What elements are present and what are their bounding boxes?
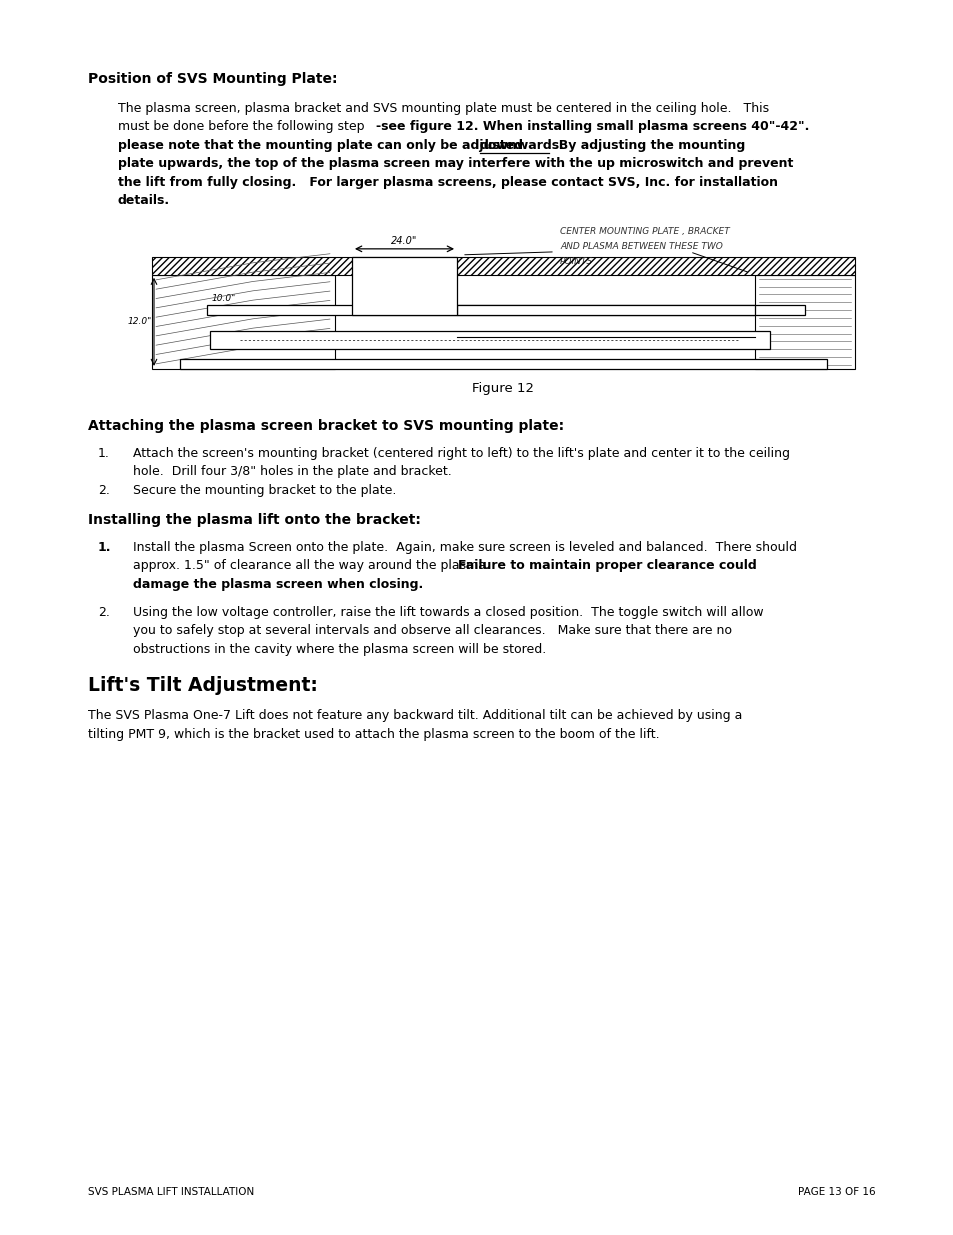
Text: hole.  Drill four 3/8" holes in the plate and bracket.: hole. Drill four 3/8" holes in the plate…	[132, 466, 452, 478]
Text: Attaching the plasma screen bracket to SVS mounting plate:: Attaching the plasma screen bracket to S…	[88, 419, 563, 432]
Bar	[754, 275, 854, 369]
Text: the lift from fully closing.   For larger plasma screens, please contact SVS, In: the lift from fully closing. For larger …	[118, 175, 778, 189]
Text: AND PLASMA BETWEEN THESE TWO: AND PLASMA BETWEEN THESE TWO	[559, 242, 722, 251]
Text: The SVS Plasma One-7 Lift does not feature any backward tilt. Additional tilt ca: The SVS Plasma One-7 Lift does not featu…	[88, 709, 741, 722]
Text: 24.0": 24.0"	[391, 236, 417, 246]
Text: POINTS: POINTS	[559, 257, 593, 266]
Text: please note that the mounting plate can only be adjusted: please note that the mounting plate can …	[118, 138, 527, 152]
Text: you to safely stop at several intervals and observe all clearances.   Make sure : you to safely stop at several intervals …	[132, 624, 731, 637]
Text: plate upwards, the top of the plasma screen may interfere with the up microswitc: plate upwards, the top of the plasma scr…	[118, 157, 793, 170]
Bar	[207, 305, 804, 315]
Text: details.: details.	[118, 194, 170, 207]
Text: 12.0": 12.0"	[128, 317, 152, 326]
Text: Install the plasma Screen onto the plate.  Again, make sure screen is leveled an: Install the plasma Screen onto the plate…	[132, 541, 796, 555]
Text: Attach the screen's mounting bracket (centered right to left) to the lift's plat: Attach the screen's mounting bracket (ce…	[132, 447, 789, 459]
Text: tilting PMT 9, which is the bracket used to attach the plasma screen to the boom: tilting PMT 9, which is the bracket used…	[88, 727, 659, 741]
Text: Secure the mounting bracket to the plate.: Secure the mounting bracket to the plate…	[132, 484, 395, 496]
Text: -see figure 12. When installing small plasma screens 40"-42".: -see figure 12. When installing small pl…	[375, 120, 808, 133]
Text: downwards.: downwards.	[479, 138, 564, 152]
Text: PAGE 13 OF 16: PAGE 13 OF 16	[798, 1187, 875, 1197]
Text: Figure 12: Figure 12	[472, 382, 534, 395]
Text: SVS PLASMA LIFT INSTALLATION: SVS PLASMA LIFT INSTALLATION	[88, 1187, 254, 1197]
Text: 2.: 2.	[98, 484, 110, 496]
Bar	[210, 331, 769, 348]
Text: CENTER MOUNTING PLATE , BRACKET: CENTER MOUNTING PLATE , BRACKET	[559, 227, 729, 236]
Bar	[352, 257, 456, 315]
Text: Position of SVS Mounting Plate:: Position of SVS Mounting Plate:	[88, 72, 337, 86]
Text: Lift's Tilt Adjustment:: Lift's Tilt Adjustment:	[88, 676, 317, 695]
Polygon shape	[152, 275, 335, 369]
Bar	[456, 305, 754, 315]
Text: The plasma screen, plasma bracket and SVS mounting plate must be centered in the: The plasma screen, plasma bracket and SV…	[118, 101, 768, 115]
Text: Failure to maintain proper clearance could: Failure to maintain proper clearance cou…	[457, 559, 756, 573]
Text: By adjusting the mounting: By adjusting the mounting	[550, 138, 744, 152]
Bar	[152, 257, 854, 275]
Text: 2.: 2.	[98, 605, 110, 619]
Bar	[180, 359, 826, 369]
Text: approx. 1.5" of clearance all the way around the plasma.: approx. 1.5" of clearance all the way ar…	[132, 559, 494, 573]
Text: Installing the plasma lift onto the bracket:: Installing the plasma lift onto the brac…	[88, 514, 420, 527]
Text: obstructions in the cavity where the plasma screen will be stored.: obstructions in the cavity where the pla…	[132, 642, 546, 656]
Text: 1.: 1.	[98, 541, 112, 555]
Text: 1.: 1.	[98, 447, 110, 459]
Text: Using the low voltage controller, raise the lift towards a closed position.  The: Using the low voltage controller, raise …	[132, 605, 762, 619]
Bar	[152, 257, 854, 275]
Text: 10.0": 10.0"	[212, 294, 236, 303]
Text: damage the plasma screen when closing.: damage the plasma screen when closing.	[132, 578, 423, 592]
Text: must be done before the following step: must be done before the following step	[118, 120, 368, 133]
